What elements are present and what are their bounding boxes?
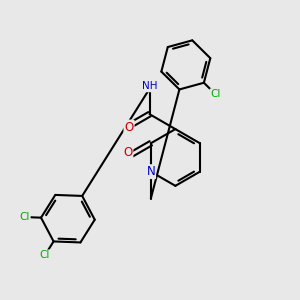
Text: O: O — [123, 146, 133, 160]
Text: NH: NH — [142, 81, 157, 92]
Text: N: N — [146, 165, 155, 178]
Text: O: O — [124, 121, 134, 134]
Text: Cl: Cl — [20, 212, 30, 222]
Text: Cl: Cl — [40, 250, 50, 260]
Text: Cl: Cl — [210, 89, 221, 99]
